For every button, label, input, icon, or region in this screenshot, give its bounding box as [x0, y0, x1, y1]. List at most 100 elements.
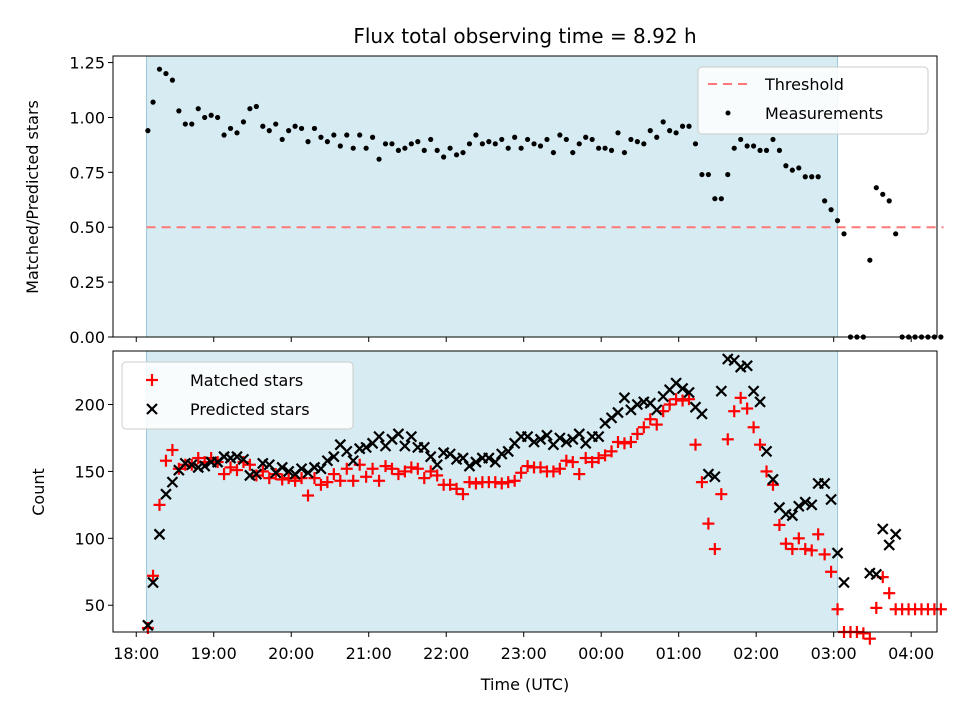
- measurement-point: [783, 163, 789, 169]
- measurement-points: [145, 66, 944, 340]
- matched-star-point: [302, 489, 315, 502]
- measurement-point: [363, 145, 369, 151]
- measurement-point: [621, 149, 628, 156]
- count-y-tick-label: 50: [85, 596, 105, 615]
- matched-star-point: [695, 476, 708, 489]
- measurement-point: [570, 149, 576, 156]
- measurement-point: [208, 112, 214, 118]
- measurement-point: [311, 125, 318, 132]
- predicted-star-point: [263, 458, 276, 471]
- measurement-point: [938, 334, 944, 340]
- predicted-star-point: [560, 436, 573, 448]
- matched-star-point: [379, 460, 392, 473]
- measurement-point: [712, 196, 718, 202]
- matched-star-point: [637, 421, 650, 434]
- matched-star-point: [398, 465, 411, 478]
- predicted-star-point: [870, 568, 883, 581]
- measurement-point: [834, 218, 841, 224]
- matched-star-point: [192, 452, 205, 465]
- predicted-star-point: [166, 476, 179, 488]
- predicted-star-point: [683, 386, 695, 399]
- matched-star-point: [747, 421, 760, 434]
- matched-star-point: [586, 456, 599, 469]
- measurement-point: [589, 136, 595, 143]
- measurement-point: [215, 114, 221, 121]
- x-tick-label: 04:00: [888, 644, 934, 663]
- predicted-star-point: [650, 404, 663, 416]
- matched-star-point: [734, 391, 747, 404]
- measurement-point: [428, 136, 434, 143]
- matched-star-point: [450, 482, 463, 495]
- matched-star-point: [773, 518, 786, 531]
- measurement-point: [376, 156, 382, 162]
- predicted-star-point: [786, 509, 799, 522]
- measurement-point: [867, 257, 873, 263]
- predicted-star-point: [702, 468, 715, 480]
- predicted-star-point: [483, 452, 495, 464]
- measurement-point: [402, 145, 408, 151]
- matched-star-point: [457, 488, 470, 501]
- predicted-star-point: [573, 428, 586, 440]
- predicted-star-point: [825, 493, 837, 506]
- x-axis-label: Time (UTC): [480, 675, 569, 694]
- matched-star-point: [515, 466, 528, 479]
- matched-star-point: [805, 544, 818, 557]
- measurement-point: [195, 106, 201, 112]
- predicted-star-point: [676, 382, 689, 395]
- matched-star-point: [741, 402, 754, 415]
- matched-star-point: [547, 465, 560, 478]
- matched-star-point: [385, 462, 398, 475]
- measurement-point: [492, 141, 498, 147]
- predicted-star-point: [250, 468, 263, 480]
- predicted-star-point: [373, 430, 385, 443]
- matched-star-point: [444, 478, 457, 491]
- predicted-star-point: [793, 500, 805, 512]
- measurement-point: [337, 143, 343, 149]
- matched-star-point: [663, 398, 676, 411]
- matched-star-point: [360, 470, 373, 483]
- measurements-legend-label: Measurements: [765, 104, 883, 123]
- measurement-point: [227, 125, 234, 132]
- predicted-star-point: [876, 523, 889, 535]
- matched-star-point: [599, 449, 612, 462]
- measurement-point: [486, 139, 492, 145]
- measurement-point: [679, 123, 686, 129]
- matched-star-point: [418, 472, 431, 485]
- measurement-point: [369, 134, 376, 140]
- matched-star-point: [295, 472, 308, 485]
- matched-star-point: [754, 438, 767, 451]
- matched-star-point: [631, 427, 644, 440]
- matched-star-point: [463, 476, 476, 489]
- measurement-point: [150, 99, 156, 105]
- predicted-star-point: [340, 445, 353, 458]
- measurement-point: [893, 231, 899, 237]
- measurement-point: [583, 134, 589, 140]
- predicted-star-point: [767, 473, 779, 486]
- chart-title: Flux total observing time = 8.92 h: [353, 24, 696, 48]
- predicted-star-point: [760, 445, 773, 458]
- measurement-point: [389, 141, 395, 147]
- matched-star-point: [159, 454, 172, 467]
- matched-star-point: [353, 458, 366, 471]
- measurement-point: [763, 147, 770, 153]
- measurement-point: [240, 119, 247, 125]
- measurement-point: [841, 231, 847, 237]
- measurement-point: [654, 134, 660, 140]
- matched-star-point: [883, 587, 896, 600]
- measurement-point: [880, 191, 886, 197]
- matched-star-point: [702, 517, 715, 530]
- measurement-point: [751, 143, 757, 149]
- predicted-star-point: [347, 454, 360, 467]
- matched-star-point: [863, 632, 876, 645]
- predicted-star-point: [715, 385, 728, 397]
- measurement-point: [415, 139, 421, 145]
- measurement-point: [796, 165, 802, 171]
- predicted-star-point: [276, 461, 288, 474]
- measurement-point: [512, 134, 518, 140]
- matched-star-point: [166, 444, 179, 457]
- predicted-star-point: [142, 619, 154, 632]
- measurement-point: [770, 136, 776, 143]
- measurement-point: [705, 171, 711, 178]
- matched-star-point: [611, 435, 624, 448]
